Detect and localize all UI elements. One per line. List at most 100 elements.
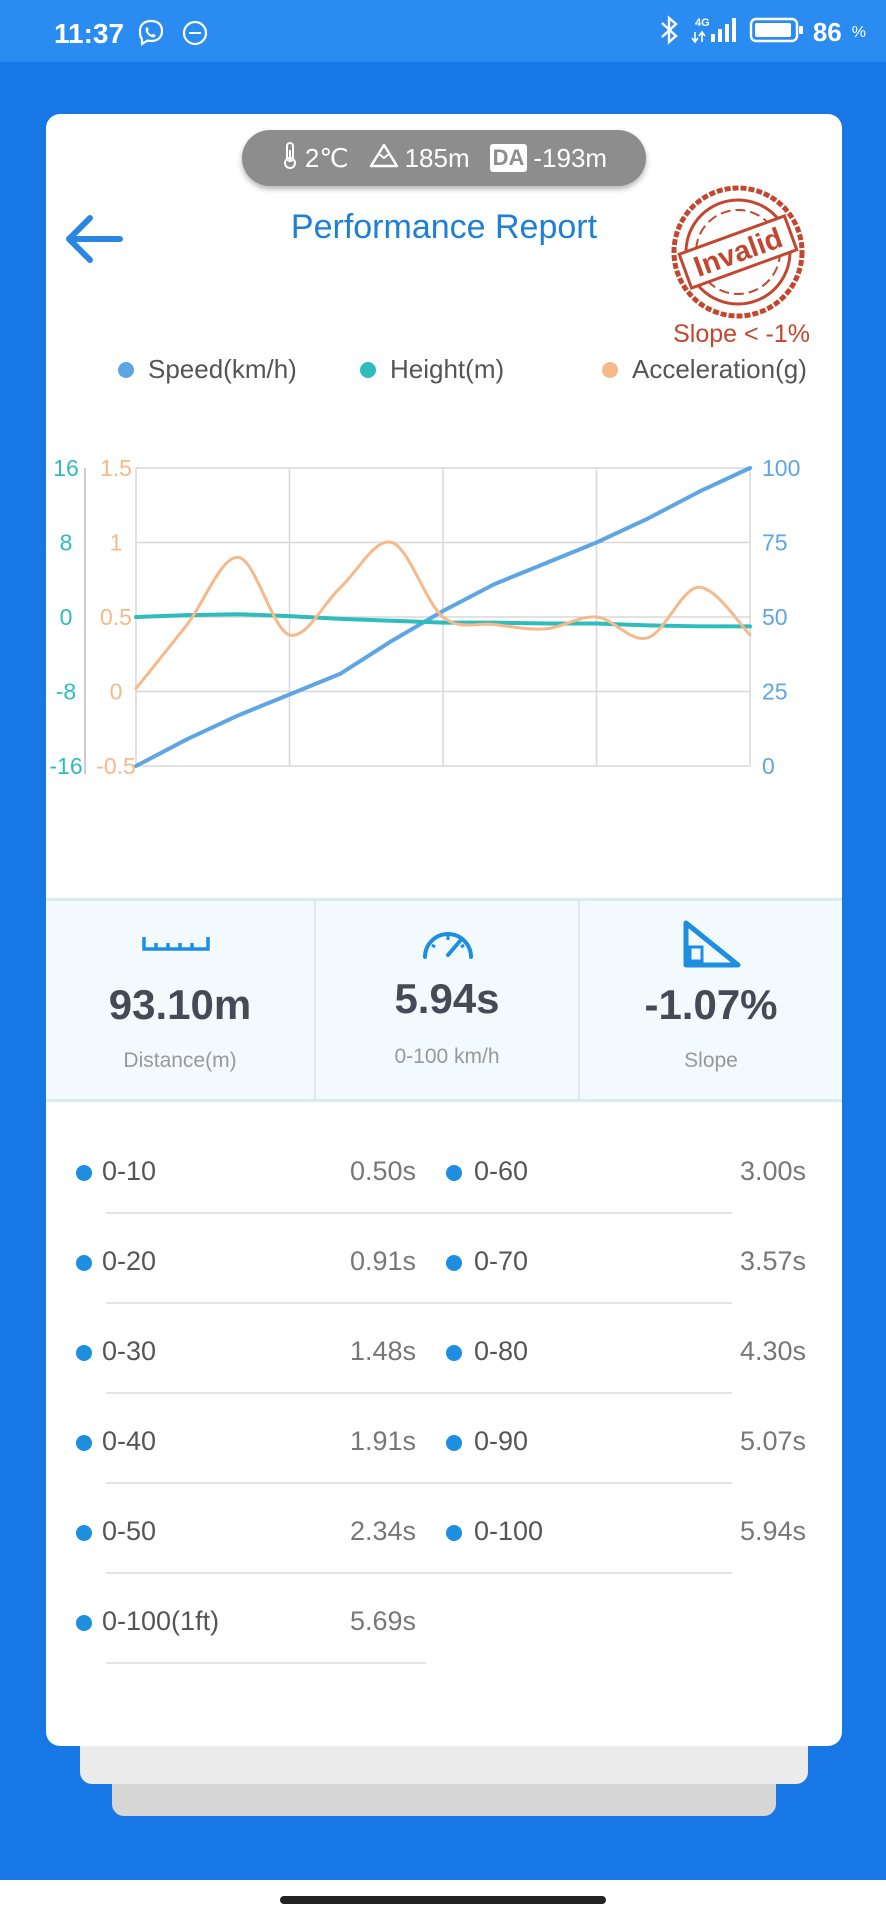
- density-altitude-item: DA -193m: [489, 143, 607, 174]
- stats-panel: 93.10m Distance(m) 5.94s 0-100 km/h -1.0…: [46, 898, 842, 1102]
- tick-label: 25: [762, 679, 788, 705]
- battery-level: 86: [812, 17, 842, 47]
- stat-time: 5.94s 0-100 km/h: [314, 901, 578, 1099]
- split-row: 0-40 1.91s 0-90 5.07s: [46, 1394, 842, 1484]
- altitude-item: 185m: [369, 142, 470, 175]
- split-row: 0-20 0.91s 0-70 3.57s: [46, 1214, 842, 1304]
- tick-label: 16: [53, 455, 79, 481]
- row-divider: [106, 1212, 732, 1214]
- bullet-dot: [446, 1255, 462, 1271]
- split-value: 4.30s: [739, 1336, 806, 1366]
- split-label: 0-50: [102, 1516, 157, 1546]
- tick-label: 0: [110, 679, 123, 705]
- bullet-dot: [76, 1345, 92, 1361]
- slope-icon: [682, 919, 742, 974]
- bullet-dot: [76, 1255, 92, 1271]
- distance-label: Distance(m): [123, 1049, 237, 1072]
- battery-icon: [749, 15, 805, 50]
- status-right: 4G 86%: [657, 14, 866, 51]
- split-value: 3.00s: [739, 1156, 806, 1186]
- mountain-icon: [369, 142, 399, 175]
- split-item: 0-50 2.34s: [46, 1484, 416, 1574]
- split-label: 0-10: [102, 1156, 157, 1186]
- bullet-dot: [76, 1615, 92, 1631]
- battery-percent-sign: %: [851, 23, 866, 41]
- tick-label: -8: [56, 679, 76, 705]
- tick-label: -16: [49, 753, 82, 779]
- split-item: 0-90 5.07s: [416, 1394, 834, 1484]
- legend-speed-label: Speed(km/h): [148, 354, 297, 384]
- split-value: 5.07s: [739, 1426, 806, 1456]
- row-divider: [106, 1662, 426, 1664]
- tick-label: 1.5: [100, 455, 132, 481]
- split-row: 0-50 2.34s 0-100 5.94s: [46, 1484, 842, 1574]
- split-item: 0-70 3.57s: [416, 1214, 834, 1304]
- legend-height-label: Height(m): [390, 354, 505, 384]
- split-value: 1.48s: [349, 1336, 416, 1366]
- time-label: 0-100 km/h: [394, 1045, 500, 1068]
- split-value: 2.34s: [349, 1516, 416, 1546]
- split-row: 0-30 1.48s 0-80 4.30s: [46, 1304, 842, 1394]
- stat-slope: -1.07% Slope: [578, 901, 842, 1099]
- legend-speed: Speed(km/h): [118, 354, 297, 385]
- split-item: 0-100 5.94s: [416, 1484, 834, 1574]
- split-value: 5.69s: [349, 1606, 416, 1636]
- split-item: 0-20 0.91s: [46, 1214, 416, 1304]
- split-item: 0-40 1.91s: [46, 1394, 416, 1484]
- svg-text:4G: 4G: [695, 17, 710, 29]
- split-item: 0-60 3.00s: [416, 1124, 834, 1214]
- performance-chart: 100 75 50 25 0 16 8 0 -8 -16 1.5 1 0.5 0 -0.5: [49, 455, 800, 779]
- speedometer-icon: [420, 925, 476, 966]
- row-divider: [106, 1392, 732, 1394]
- split-item: 0-80 4.30s: [416, 1304, 834, 1394]
- split-value: 0.50s: [349, 1156, 416, 1186]
- split-label: 0-30: [102, 1336, 157, 1366]
- home-indicator[interactable]: [280, 1896, 606, 1904]
- thermometer-icon: [281, 140, 299, 177]
- bullet-dot: [446, 1165, 462, 1181]
- status-bar: 11:37 4G 86%: [0, 0, 886, 62]
- back-button[interactable]: [60, 204, 126, 274]
- legend-height: Height(m): [360, 354, 504, 385]
- temperature-value: 2℃: [304, 142, 349, 173]
- viber-icon: [136, 18, 166, 53]
- tick-label: 8: [60, 530, 73, 556]
- bullet-dot: [446, 1345, 462, 1361]
- da-badge: DA: [489, 144, 528, 172]
- split-label: 0-90: [474, 1426, 529, 1456]
- tick-label: 0.5: [100, 604, 132, 630]
- split-label: 0-100: [474, 1516, 544, 1546]
- split-value: 0.91s: [349, 1246, 416, 1276]
- report-card: 2℃ 185m DA -193m Performance Report Inva…: [46, 114, 842, 1746]
- chart-legend: Speed(km/h) Height(m) Acceleration(g): [74, 354, 834, 398]
- split-label: 0-70: [474, 1246, 529, 1276]
- tick-label: 75: [762, 530, 788, 556]
- slope-value: -1.07%: [644, 981, 778, 1028]
- bullet-dot: [446, 1525, 462, 1541]
- altitude-value: 185m: [404, 142, 470, 173]
- tick-label: 100: [762, 455, 800, 481]
- invalid-stamp: Invalid: [668, 182, 808, 322]
- bullet-dot: [76, 1435, 92, 1451]
- environment-pill: 2℃ 185m DA -193m: [242, 130, 646, 186]
- split-item: 0-10 0.50s: [46, 1124, 416, 1214]
- bullet-dot: [446, 1435, 462, 1451]
- arrow-left-icon: [60, 215, 126, 278]
- split-value: 1.91s: [349, 1426, 416, 1456]
- status-time: 11:37: [54, 18, 125, 49]
- split-label: 0-40: [102, 1426, 157, 1456]
- slope-label: Slope: [684, 1049, 738, 1072]
- legend-height-dot: [360, 361, 376, 378]
- tick-label: 0: [60, 604, 73, 630]
- legend-acceleration-dot: [602, 361, 618, 378]
- page-title: Performance Report: [290, 208, 598, 246]
- legend-speed-dot: [118, 361, 134, 378]
- slope-warning: Slope < -1%: [673, 320, 810, 348]
- split-label: 0-20: [102, 1246, 157, 1276]
- row-divider: [106, 1482, 732, 1484]
- temperature-item: 2℃: [281, 140, 349, 177]
- tick-label: 1: [110, 530, 123, 556]
- split-row: 0-10 0.50s 0-60 3.00s: [46, 1124, 842, 1214]
- row-divider: [106, 1302, 732, 1304]
- bullet-dot: [76, 1525, 92, 1541]
